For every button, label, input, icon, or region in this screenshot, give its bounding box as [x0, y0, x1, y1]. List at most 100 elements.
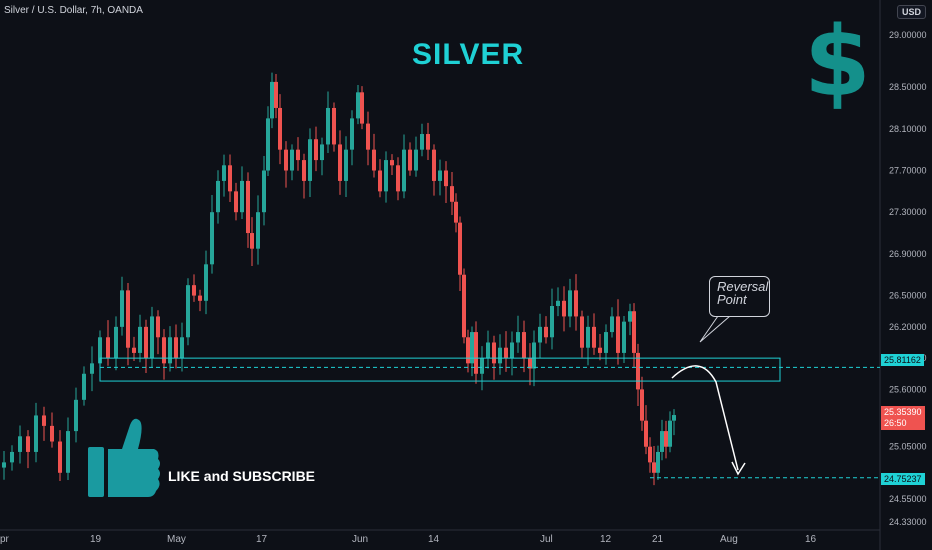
candle-body	[414, 149, 418, 171]
candle-body	[168, 337, 172, 364]
price-tick-label: 28.10000	[889, 124, 927, 134]
candle-body	[640, 389, 644, 421]
candle-body	[138, 326, 142, 353]
support-zone-box	[99, 357, 781, 382]
candle-body	[162, 337, 166, 364]
time-tick-label: 21	[652, 534, 664, 545]
candle-body	[544, 326, 548, 338]
reversal-line-2: Point	[717, 292, 747, 307]
price-tick-label: 28.50000	[889, 82, 927, 92]
price-tick-label: 27.30000	[889, 207, 927, 217]
candle-body	[262, 170, 266, 213]
candle-body	[344, 149, 348, 181]
time-scale: pr 19 May 17 Jun 14 Jul 12 21 Aug 16	[0, 534, 817, 545]
price-tick-label: 27.70000	[889, 166, 927, 176]
candle-body	[432, 149, 436, 181]
candle-body	[574, 290, 578, 317]
price-tick-label: 26.50000	[889, 291, 927, 301]
candle-body	[580, 316, 584, 348]
candle-body	[210, 212, 214, 265]
projection-arrowhead	[731, 461, 746, 476]
candle-countdown: 26:50	[884, 418, 907, 428]
candle-body	[586, 326, 590, 348]
time-tick-label: 14	[428, 534, 440, 545]
candle-body	[26, 436, 30, 452]
time-tick-label: 17	[256, 534, 268, 545]
candle-body	[296, 149, 300, 161]
candle-body	[622, 321, 626, 353]
candle-body	[384, 160, 388, 192]
currency-button[interactable]: USD	[897, 5, 927, 19]
candle-body	[604, 332, 608, 353]
time-tick-label: Jul	[540, 534, 553, 545]
candle-body	[250, 233, 254, 249]
candle-body	[360, 92, 364, 124]
candle-body	[18, 436, 22, 452]
candle-body	[204, 264, 208, 301]
thumbs-up-icon	[88, 418, 160, 497]
candle-body	[664, 431, 668, 447]
candle-body	[216, 180, 220, 213]
candle-body	[470, 332, 474, 364]
candle-body	[592, 326, 596, 348]
zone-price-tag: 25.81162	[881, 354, 924, 366]
reversal-line-1: Reversal	[717, 279, 769, 294]
candle-body	[74, 399, 78, 432]
symbol-title: Silver / U.S. Dollar, 7h, OANDA	[4, 5, 143, 16]
candle-body	[458, 222, 462, 275]
candle-body	[350, 118, 354, 150]
candle-body	[82, 373, 86, 400]
candle-body	[420, 134, 424, 150]
candle-body	[144, 326, 148, 359]
candle-body	[34, 415, 38, 452]
candle-body	[504, 347, 508, 359]
candle-body	[50, 425, 54, 442]
candle-body	[66, 431, 70, 473]
candle-body	[628, 311, 632, 322]
candle-body	[246, 180, 250, 234]
candle-body	[290, 149, 294, 171]
candle-body	[114, 326, 118, 359]
candle-body	[284, 149, 288, 171]
candle-body	[390, 160, 394, 166]
candle-body	[408, 149, 412, 171]
candle-body	[648, 446, 652, 463]
time-tick-label: 19	[90, 534, 102, 545]
candle-body	[256, 212, 260, 249]
candle-body	[132, 347, 136, 353]
candle-body	[568, 290, 572, 317]
candle-body	[2, 462, 6, 468]
chart-title: SILVER	[412, 38, 525, 71]
candle-body	[222, 165, 226, 181]
candle-body	[562, 300, 566, 317]
candle-body	[426, 134, 430, 150]
candle-body	[474, 332, 478, 374]
candle-body	[98, 337, 102, 364]
candle-body	[356, 92, 360, 119]
candle-body	[598, 347, 602, 353]
candle-body	[402, 149, 406, 192]
candle-body	[10, 451, 14, 463]
candle-body	[532, 342, 536, 369]
candle-body	[106, 337, 110, 359]
candle-body	[274, 81, 278, 108]
candle-body	[516, 332, 520, 343]
candle-series	[2, 72, 676, 486]
candle-body	[338, 144, 342, 181]
time-tick-label: pr	[0, 534, 10, 545]
candle-body	[660, 431, 664, 452]
candle-body	[656, 451, 660, 473]
target-price-tag: 24.75237	[881, 473, 925, 485]
reversal-point-callout: Reversal Point	[709, 276, 770, 317]
candle-body	[198, 295, 202, 301]
candle-body	[450, 186, 454, 202]
price-tick-label: 24.33000	[889, 517, 927, 527]
candle-body	[522, 332, 526, 359]
candle-body	[466, 337, 470, 364]
candle-body	[314, 139, 318, 161]
projection-arrow	[671, 365, 739, 471]
candle-body	[266, 118, 270, 171]
candle-body	[550, 306, 554, 338]
candle-body	[480, 358, 484, 374]
